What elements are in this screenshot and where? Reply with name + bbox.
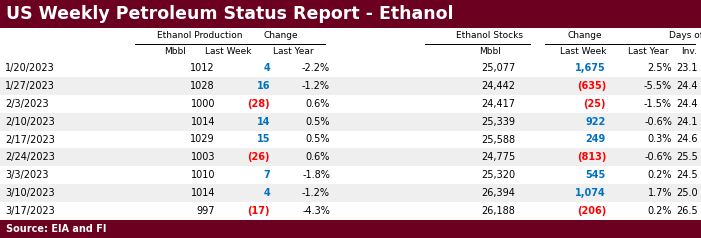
Text: 3/17/2023: 3/17/2023 bbox=[5, 206, 55, 216]
Text: 15: 15 bbox=[257, 134, 270, 144]
Text: 24.6: 24.6 bbox=[676, 134, 698, 144]
Text: 3/3/2023: 3/3/2023 bbox=[5, 170, 48, 180]
Text: 1028: 1028 bbox=[191, 81, 215, 91]
Text: 14: 14 bbox=[257, 117, 270, 127]
Text: 1014: 1014 bbox=[191, 188, 215, 198]
Text: -1.8%: -1.8% bbox=[302, 170, 330, 180]
Text: 1014: 1014 bbox=[191, 117, 215, 127]
Text: 25,320: 25,320 bbox=[481, 170, 515, 180]
Text: 2/24/2023: 2/24/2023 bbox=[5, 152, 55, 162]
Text: 26,188: 26,188 bbox=[481, 206, 515, 216]
Text: (25): (25) bbox=[583, 99, 606, 109]
Text: (635): (635) bbox=[577, 81, 606, 91]
Text: 25.0: 25.0 bbox=[676, 188, 698, 198]
Text: 24.4: 24.4 bbox=[676, 99, 698, 109]
Bar bbox=[0, 220, 701, 238]
Text: -5.5%: -5.5% bbox=[644, 81, 672, 91]
Text: 1010: 1010 bbox=[191, 170, 215, 180]
Text: 1012: 1012 bbox=[191, 63, 215, 73]
Text: Mbbl: Mbbl bbox=[164, 47, 186, 56]
Text: 0.3%: 0.3% bbox=[648, 134, 672, 144]
Text: 1,074: 1,074 bbox=[576, 188, 606, 198]
Text: US Weekly Petroleum Status Report - Ethanol: US Weekly Petroleum Status Report - Etha… bbox=[6, 5, 454, 23]
Text: Last Week: Last Week bbox=[205, 47, 251, 56]
Text: 25,588: 25,588 bbox=[481, 134, 515, 144]
Bar bbox=[0, 149, 701, 166]
Text: -2.2%: -2.2% bbox=[302, 63, 330, 73]
Text: Ethanol Production: Ethanol Production bbox=[157, 31, 243, 40]
Text: (17): (17) bbox=[247, 206, 270, 216]
Text: 997: 997 bbox=[196, 206, 215, 216]
Bar bbox=[0, 59, 701, 77]
Bar bbox=[0, 184, 701, 202]
Text: 249: 249 bbox=[586, 134, 606, 144]
Bar bbox=[0, 113, 701, 131]
Text: -1.2%: -1.2% bbox=[302, 81, 330, 91]
Bar bbox=[0, 0, 701, 28]
Text: 0.5%: 0.5% bbox=[306, 117, 330, 127]
Text: 922: 922 bbox=[586, 117, 606, 127]
Text: 1/20/2023: 1/20/2023 bbox=[5, 63, 55, 73]
Text: 26.5: 26.5 bbox=[676, 206, 698, 216]
Text: 24.4: 24.4 bbox=[676, 81, 698, 91]
Text: 1.7%: 1.7% bbox=[648, 188, 672, 198]
Text: 24.1: 24.1 bbox=[676, 117, 698, 127]
Bar bbox=[0, 166, 701, 184]
Text: 1,675: 1,675 bbox=[576, 63, 606, 73]
Text: 1/27/2023: 1/27/2023 bbox=[5, 81, 55, 91]
Text: (813): (813) bbox=[577, 152, 606, 162]
Text: 2/17/2023: 2/17/2023 bbox=[5, 134, 55, 144]
Text: -0.6%: -0.6% bbox=[644, 152, 672, 162]
Text: 25,077: 25,077 bbox=[481, 63, 515, 73]
Text: Change: Change bbox=[568, 31, 602, 40]
Text: 2/10/2023: 2/10/2023 bbox=[5, 117, 55, 127]
Text: 4: 4 bbox=[264, 63, 270, 73]
Text: -1.5%: -1.5% bbox=[644, 99, 672, 109]
Text: 1000: 1000 bbox=[191, 99, 215, 109]
Text: Change: Change bbox=[264, 31, 299, 40]
Text: 16: 16 bbox=[257, 81, 270, 91]
Text: -1.2%: -1.2% bbox=[302, 188, 330, 198]
Text: (206): (206) bbox=[577, 206, 606, 216]
Text: 25,339: 25,339 bbox=[481, 117, 515, 127]
Text: 0.2%: 0.2% bbox=[648, 170, 672, 180]
Bar bbox=[0, 77, 701, 95]
Text: -0.6%: -0.6% bbox=[644, 117, 672, 127]
Text: 24,775: 24,775 bbox=[481, 152, 515, 162]
Text: Last Year: Last Year bbox=[627, 47, 668, 56]
Text: Inv.: Inv. bbox=[681, 47, 697, 56]
Text: 24,442: 24,442 bbox=[481, 81, 515, 91]
Bar bbox=[0, 202, 701, 220]
Text: Ethanol Stocks: Ethanol Stocks bbox=[456, 31, 524, 40]
Text: (26): (26) bbox=[247, 152, 270, 162]
Text: 26,394: 26,394 bbox=[481, 188, 515, 198]
Text: 24.5: 24.5 bbox=[676, 170, 698, 180]
Text: 0.2%: 0.2% bbox=[648, 206, 672, 216]
Text: 1003: 1003 bbox=[191, 152, 215, 162]
Bar bbox=[0, 95, 701, 113]
Text: Days of: Days of bbox=[669, 31, 701, 40]
Text: 545: 545 bbox=[586, 170, 606, 180]
Text: 2.5%: 2.5% bbox=[648, 63, 672, 73]
Text: Last Week: Last Week bbox=[560, 47, 606, 56]
Text: (28): (28) bbox=[247, 99, 270, 109]
Text: 1029: 1029 bbox=[191, 134, 215, 144]
Text: Source: EIA and FI: Source: EIA and FI bbox=[6, 224, 107, 234]
Text: 4: 4 bbox=[264, 188, 270, 198]
Text: 3/10/2023: 3/10/2023 bbox=[5, 188, 55, 198]
Text: Last Year: Last Year bbox=[273, 47, 313, 56]
Text: Mbbl: Mbbl bbox=[479, 47, 501, 56]
Text: -4.3%: -4.3% bbox=[302, 206, 330, 216]
Text: 25.5: 25.5 bbox=[676, 152, 698, 162]
Text: 0.6%: 0.6% bbox=[306, 99, 330, 109]
Text: 0.5%: 0.5% bbox=[306, 134, 330, 144]
Text: 2/3/2023: 2/3/2023 bbox=[5, 99, 48, 109]
Bar bbox=[0, 131, 701, 149]
Text: 0.6%: 0.6% bbox=[306, 152, 330, 162]
Text: 24,417: 24,417 bbox=[481, 99, 515, 109]
Text: 7: 7 bbox=[264, 170, 270, 180]
Text: 23.1: 23.1 bbox=[676, 63, 698, 73]
